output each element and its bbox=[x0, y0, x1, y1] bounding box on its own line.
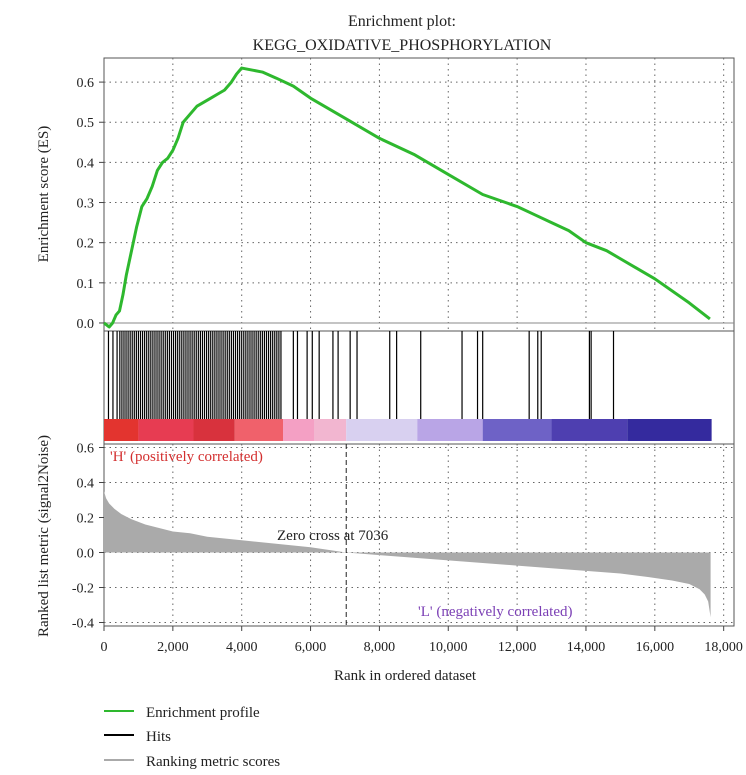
es-y-tick-label: 0.5 bbox=[77, 116, 95, 131]
chart-title-line1: Enrichment plot: bbox=[348, 13, 456, 30]
x-tick-label: 0 bbox=[101, 640, 108, 655]
es-y-tick-label: 0.3 bbox=[77, 197, 95, 212]
ranked-color-bar bbox=[104, 419, 712, 441]
color-band-segment bbox=[283, 419, 314, 441]
negative-correlated-label: 'L' (negatively correlated) bbox=[418, 604, 573, 620]
x-tick-label: 8,000 bbox=[364, 640, 396, 655]
x-tick-label: 4,000 bbox=[226, 640, 258, 655]
x-tick-label: 6,000 bbox=[295, 640, 327, 655]
legend-label-enrichment-profile: Enrichment profile bbox=[146, 705, 260, 721]
es-y-tick-label: 0.2 bbox=[77, 237, 95, 252]
ranking-metric-area bbox=[104, 491, 711, 618]
metric-y-tick-label: 0.4 bbox=[77, 477, 95, 492]
es-y-tick-label: 0.4 bbox=[77, 156, 95, 171]
es-y-tick-label: 0.1 bbox=[77, 277, 95, 292]
color-band-segment bbox=[314, 419, 347, 441]
enrichment-panel-frame bbox=[103, 57, 735, 332]
x-tick-label: 2,000 bbox=[157, 640, 189, 655]
metric-y-tick-label: 0.0 bbox=[77, 547, 95, 562]
legend-label-hits: Hits bbox=[146, 729, 171, 745]
ranking-metric-series bbox=[104, 444, 711, 626]
zero-cross-label: Zero cross at 7036 bbox=[277, 528, 389, 544]
metric-y-tick-label: -0.4 bbox=[72, 617, 94, 632]
x-tick-label: 14,000 bbox=[567, 640, 606, 655]
axis-ticks: 0.0 0.1 0.2 0.3 0.4 0.5 0.6 -0.4 -0.2 0.0 0.2 0.4 0.… bbox=[72, 76, 743, 655]
color-band-segment bbox=[551, 419, 628, 441]
color-band-segment bbox=[417, 419, 483, 441]
x-axis-label: Rank in ordered dataset bbox=[334, 668, 477, 684]
metric-y-axis-label: Ranked list metric (signal2Noise) bbox=[36, 435, 52, 637]
positive-correlated-label: 'H' (positively correlated) bbox=[110, 449, 263, 465]
color-band-segment bbox=[138, 419, 194, 441]
x-tick-label: 16,000 bbox=[636, 640, 675, 655]
es-y-axis-label: Enrichment score (ES) bbox=[36, 126, 52, 263]
color-band-segment bbox=[104, 419, 139, 441]
hit-lines bbox=[107, 331, 615, 419]
metric-y-tick-label: -0.2 bbox=[72, 582, 94, 597]
x-tick-label: 12,000 bbox=[498, 640, 537, 655]
metric-y-tick-label: 0.2 bbox=[77, 512, 95, 527]
es-y-tick-label: 0.0 bbox=[77, 317, 95, 332]
metric-y-tick-label: 0.6 bbox=[77, 442, 95, 457]
x-tick-label: 10,000 bbox=[429, 640, 468, 655]
enrichment-profile-series bbox=[103, 66, 711, 329]
color-band-segment bbox=[482, 419, 552, 441]
color-band-segment bbox=[346, 419, 418, 441]
enrichment-profile-line bbox=[103, 66, 711, 329]
color-band-segment bbox=[627, 419, 712, 441]
legend: Enrichment profile Hits Ranking metric s… bbox=[104, 705, 280, 770]
x-tick-label: 18,000 bbox=[704, 640, 743, 655]
legend-label-ranking-metric: Ranking metric scores bbox=[146, 754, 280, 770]
color-band-segment bbox=[234, 419, 284, 441]
chart-title-line2: KEGG_OXIDATIVE_PHOSPHORYLATION bbox=[253, 37, 552, 54]
color-band-segment bbox=[193, 419, 235, 441]
es-y-tick-label: 0.6 bbox=[77, 76, 95, 91]
